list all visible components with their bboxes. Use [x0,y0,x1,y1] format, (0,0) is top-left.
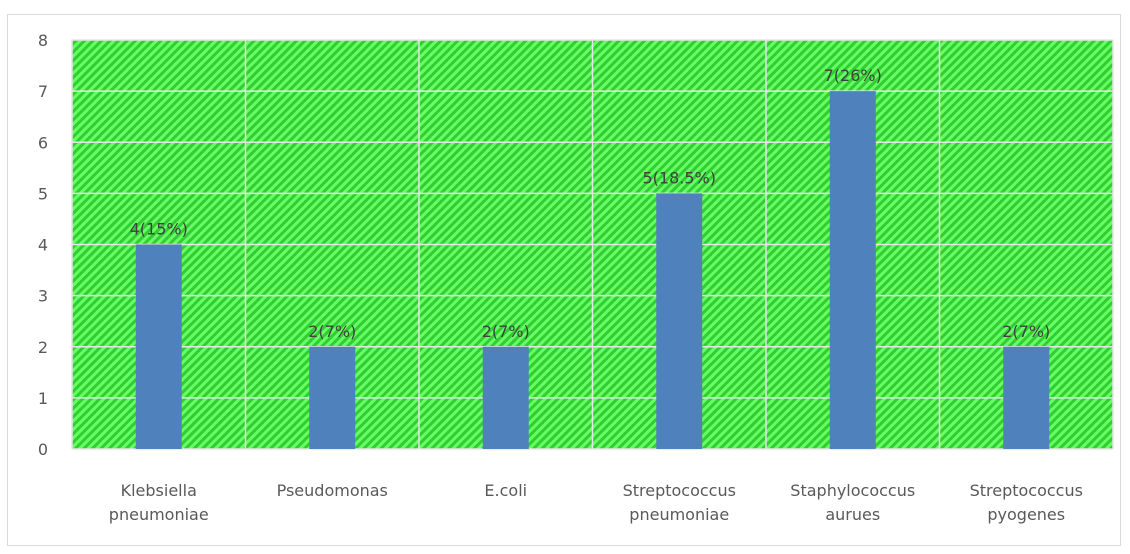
y-tick-label: 5 [38,184,48,203]
category-label: Pseudomonas [277,481,388,500]
y-tick-label: 0 [38,440,48,459]
category-label: pyogenes [987,505,1065,524]
bars [135,91,1050,449]
y-tick-label: 8 [38,31,48,50]
bar [656,193,703,449]
category-label: Klebsiella [121,481,197,500]
category-label: pneumoniae [109,505,209,524]
bar [829,91,876,449]
bar [309,346,356,449]
gridlines [71,39,1114,450]
x-axis-categories: Klebsiella pneumoniae Pseudomonas E.coli Str… [109,481,1083,524]
y-axis-ticks: 0 1 2 3 4 5 6 7 8 [38,31,48,459]
data-label: 2(7%) [308,322,356,341]
data-label: 2(7%) [482,322,530,341]
bar [1003,346,1050,449]
bar [482,346,529,449]
y-tick-label: 6 [38,133,48,152]
data-label: 5(18.5%) [643,168,717,187]
y-tick-label: 2 [38,338,48,357]
y-tick-label: 7 [38,82,48,101]
category-label: E.coli [484,481,527,500]
bar [135,244,182,449]
data-label: 2(7%) [1002,322,1050,341]
category-label: pneumoniae [629,505,729,524]
category-label: aurues [825,505,880,524]
category-label: Streptococcus [623,481,736,500]
y-tick-label: 4 [38,236,48,255]
data-label: 4(15%) [130,220,188,239]
y-tick-label: 1 [38,389,48,408]
y-tick-label: 3 [38,287,48,306]
category-label: Staphylococcus [790,481,915,500]
category-label: Streptococcus [970,481,1083,500]
data-label: 7(26%) [824,66,882,85]
data-labels: 4(15%) 2(7%) 2(7%) 5(18.5%) 7(26%) 2(7%) [130,66,1051,341]
